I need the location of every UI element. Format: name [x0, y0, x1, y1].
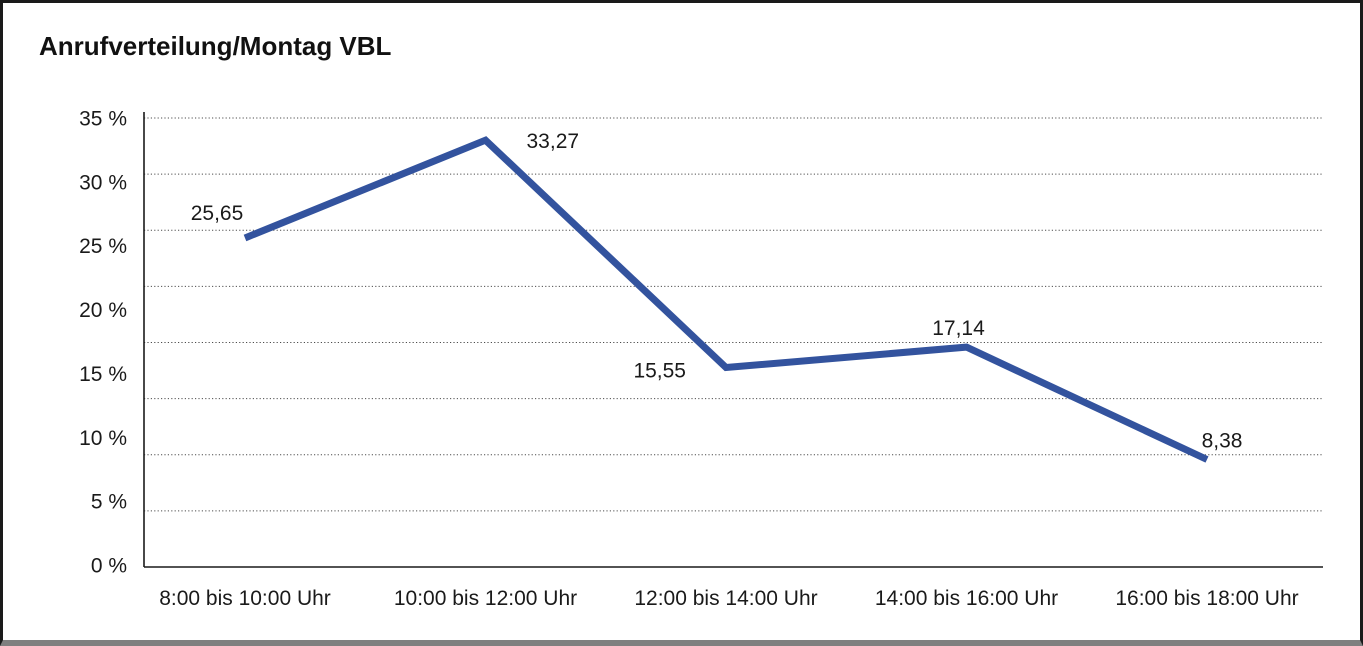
data-point-label: 25,65	[191, 202, 244, 225]
x-category-label: 8:00 bis 10:00 Uhr	[159, 587, 331, 610]
y-tick-label: 20 %	[79, 299, 127, 322]
y-tick-label: 30 %	[79, 171, 127, 194]
y-tick-label: 10 %	[79, 427, 127, 450]
y-tick-label: 35 %	[79, 108, 127, 131]
line-chart: 35 % 30 % 25 % 20 % 15 % 10 % 5 % 0 % 8:00 bis 1…	[79, 108, 1323, 610]
data-point-label: 17,14	[932, 317, 985, 340]
x-category-label: 16:00 bis 18:00 Uhr	[1115, 587, 1298, 610]
x-category-label: 12:00 bis 14:00 Uhr	[634, 587, 817, 610]
data-series-line	[243, 136, 1209, 463]
y-tick-label: 5 %	[91, 491, 127, 514]
chart-title: Anrufverteilung/Montag VBL	[39, 31, 392, 61]
x-category-label: 10:00 bis 12:00 Uhr	[394, 587, 577, 610]
data-point-label: 8,38	[1202, 429, 1243, 452]
data-point-label: 15,55	[633, 360, 686, 383]
y-tick-label: 25 %	[79, 235, 127, 258]
y-tick-label: 0 %	[91, 555, 127, 578]
data-point-label: 33,27	[527, 130, 580, 153]
x-category-label: 14:00 bis 16:00 Uhr	[875, 587, 1058, 610]
y-tick-label: 15 %	[79, 363, 127, 386]
